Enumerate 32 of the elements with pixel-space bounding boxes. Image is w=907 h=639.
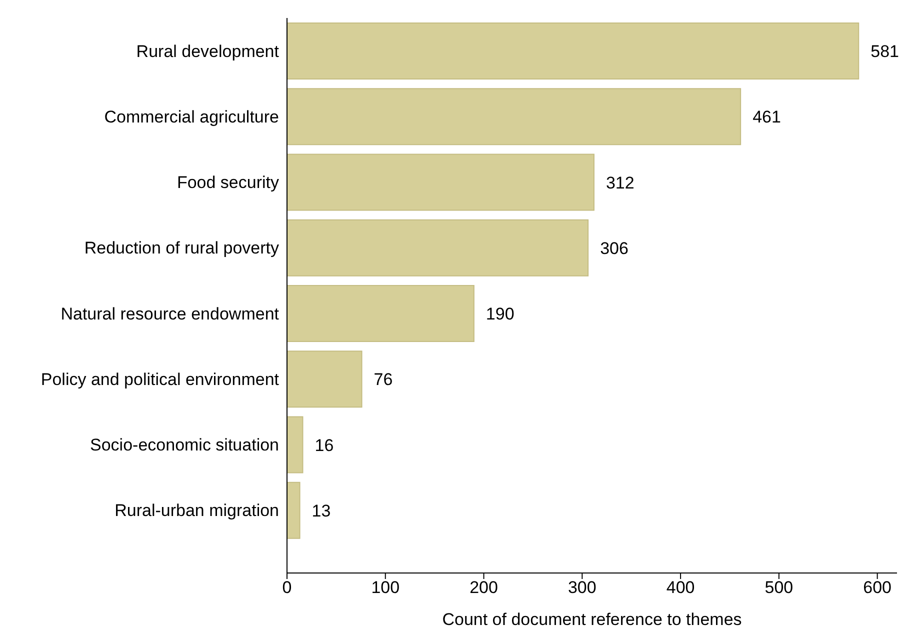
data-label: 461 [752, 108, 781, 127]
x-tick-label: 200 [470, 578, 498, 598]
x-axis-title: Count of document reference to themes [442, 610, 742, 629]
bar [287, 350, 362, 408]
x-tick-label: 100 [371, 578, 400, 598]
x-tick-label: 600 [863, 578, 892, 598]
bar [287, 416, 304, 474]
y-tick-label: Food security [176, 173, 280, 192]
data-label: 76 [374, 370, 393, 390]
x-tick-label: 500 [764, 578, 794, 598]
y-tick-label: Rural development [136, 42, 280, 61]
bar [287, 22, 860, 80]
y-tick-label: Socio-economic situation [90, 436, 279, 455]
y-tick-label: Reduction of rural poverty [84, 238, 280, 258]
data-label: 312 [606, 173, 634, 192]
x-tick-label: 0 [282, 578, 292, 598]
y-tick-label: Commercial agriculture [104, 107, 279, 126]
x-tick-label: 400 [666, 578, 695, 598]
data-label: 306 [600, 238, 628, 258]
bar [287, 154, 594, 211]
y-tick-label: Natural resource endowment [60, 304, 280, 324]
x-tick-label: 300 [568, 578, 596, 598]
data-label: 190 [486, 304, 514, 324]
bar [287, 285, 474, 342]
bar [287, 219, 589, 276]
bar [287, 88, 742, 146]
y-tick-label: Rural-urban migration [114, 501, 279, 520]
y-tick-label: Policy and political environment [40, 370, 280, 389]
data-label: 16 [314, 436, 334, 455]
bar [287, 482, 300, 539]
data-label: 13 [312, 501, 331, 520]
data-label: 581 [870, 42, 900, 62]
